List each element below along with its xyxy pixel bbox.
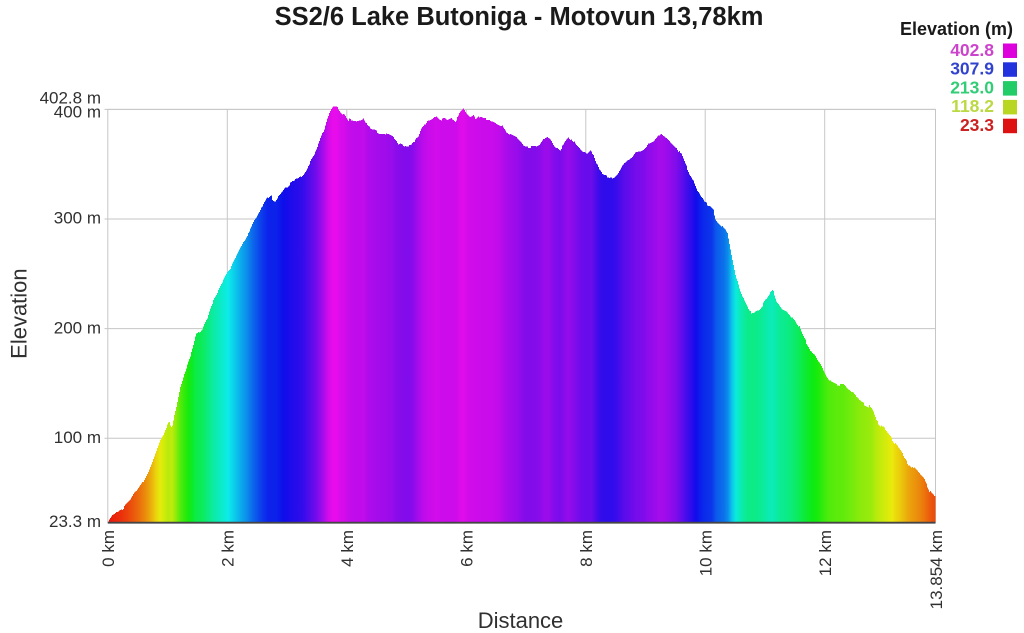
svg-text:213.0: 213.0 [950,77,994,97]
svg-text:118.2: 118.2 [951,96,994,116]
svg-text:4 km: 4 km [338,530,357,567]
svg-text:Elevation: Elevation [7,268,32,359]
svg-text:SS2/6 Lake Butoniga - Motovun: SS2/6 Lake Butoniga - Motovun 13,78km [275,3,764,31]
svg-text:402.8: 402.8 [950,40,994,60]
svg-text:100 m: 100 m [54,428,101,447]
svg-text:10 km: 10 km [697,530,716,576]
svg-text:23.3 m: 23.3 m [49,512,101,531]
svg-text:8 km: 8 km [577,530,596,567]
svg-text:Elevation (m): Elevation (m) [900,19,1013,39]
svg-text:23.3: 23.3 [960,115,994,135]
svg-text:200 m: 200 m [54,318,101,337]
svg-text:0 km: 0 km [99,530,118,567]
svg-text:2 km: 2 km [219,530,238,567]
svg-text:400 m: 400 m [54,103,101,122]
svg-text:13.854 km: 13.854 km [927,530,946,609]
svg-text:402.8 m: 402.8 m [40,88,101,107]
svg-text:6 km: 6 km [458,530,477,567]
svg-text:12 km: 12 km [816,530,835,576]
svg-text:307.9: 307.9 [950,59,994,79]
svg-text:Distance: Distance [478,608,564,633]
svg-text:300 m: 300 m [54,209,101,228]
